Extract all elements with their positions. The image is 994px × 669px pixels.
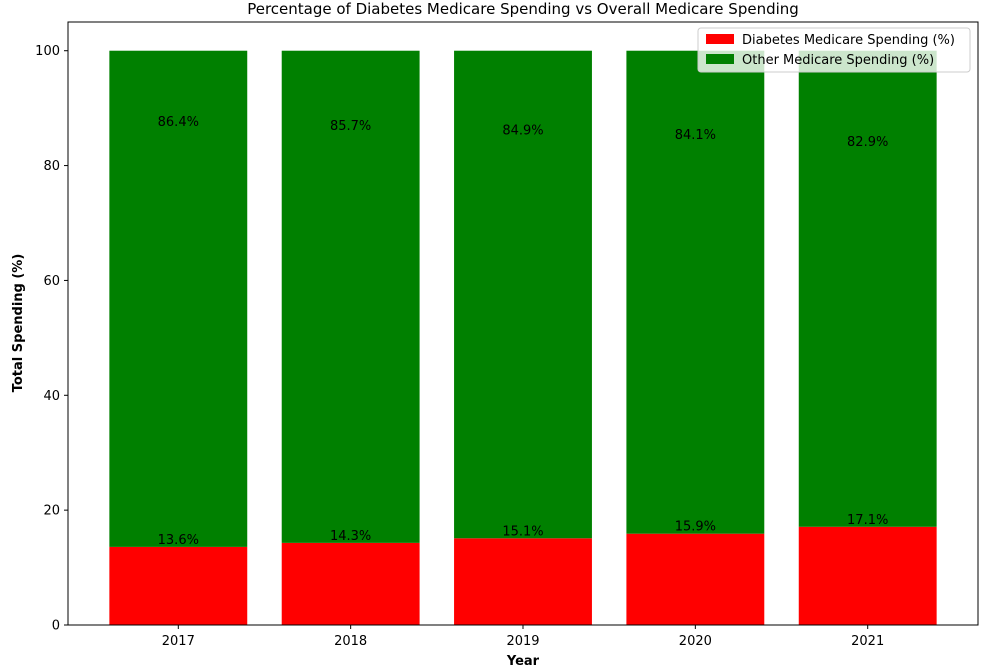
value-label: 17.1%: [847, 513, 888, 528]
x-tick-label: 2019: [506, 634, 539, 649]
bar-segment: [281, 542, 420, 625]
y-tick-label: 40: [43, 389, 60, 404]
value-label: 15.9%: [675, 520, 716, 535]
value-label: 86.4%: [158, 115, 199, 130]
value-label: 14.3%: [330, 529, 371, 544]
bar-segment: [109, 50, 248, 547]
value-label: 85.7%: [330, 119, 371, 134]
y-tick-label: 60: [43, 274, 60, 289]
y-tick-label: 80: [43, 159, 60, 174]
y-tick-label: 100: [35, 44, 60, 59]
bar-segment: [281, 50, 420, 543]
value-label: 84.9%: [502, 123, 543, 138]
value-label: 82.9%: [847, 135, 888, 150]
x-tick-label: 2021: [851, 634, 884, 649]
legend-label: Diabetes Medicare Spending (%): [742, 33, 955, 48]
y-tick-label: 0: [52, 619, 60, 634]
y-axis-label: Total Spending (%): [11, 254, 26, 393]
x-tick-label: 2018: [334, 634, 367, 649]
bar-segment: [798, 526, 937, 625]
legend-box: [697, 27, 971, 73]
bar-segment: [626, 533, 765, 625]
bar-segment: [626, 50, 765, 534]
legend-swatch: [706, 34, 734, 44]
value-label: 84.1%: [675, 128, 716, 143]
legend-swatch: [706, 54, 734, 64]
bar-segment: [454, 50, 592, 539]
bar-segment: [109, 546, 248, 625]
x-axis-label: Year: [506, 654, 540, 669]
chart-title: Percentage of Diabetes Medicare Spending…: [247, 0, 799, 18]
bar-segment: [454, 538, 592, 625]
x-tick-label: 2020: [679, 634, 712, 649]
legend-label: Other Medicare Spending (%): [742, 53, 934, 68]
value-label: 13.6%: [158, 533, 199, 548]
bar-segment: [798, 50, 937, 527]
value-label: 15.1%: [502, 524, 543, 539]
x-tick-label: 2017: [162, 634, 195, 649]
y-tick-label: 20: [43, 504, 60, 519]
